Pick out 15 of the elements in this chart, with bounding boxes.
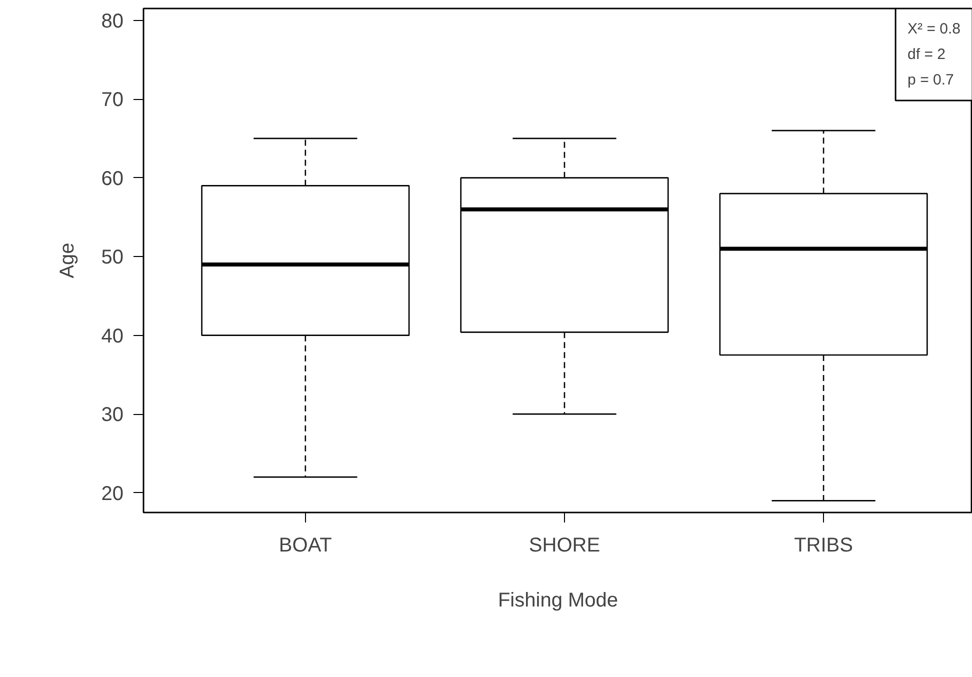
y-tick-label: 40 [101,325,124,348]
y-tick-label: 20 [101,482,124,505]
x-tick-label: TRIBS [794,534,853,556]
x-tick-label: SHORE [528,534,600,556]
x-axis-title: Fishing Mode [498,590,618,612]
y-tick-label: 50 [101,246,124,269]
annotation: df = 2 [908,46,946,63]
y-tick-label: 60 [101,168,124,190]
y-axis-title: Age [56,242,78,278]
annotation: X² = 0.8 [908,20,961,38]
x-tick-label: BOAT [278,534,332,556]
y-tick-label: 80 [101,10,124,32]
annotation: p = 0.7 [908,72,954,88]
y-tick-label: 70 [101,89,124,112]
y-tick-label: 30 [101,404,124,426]
